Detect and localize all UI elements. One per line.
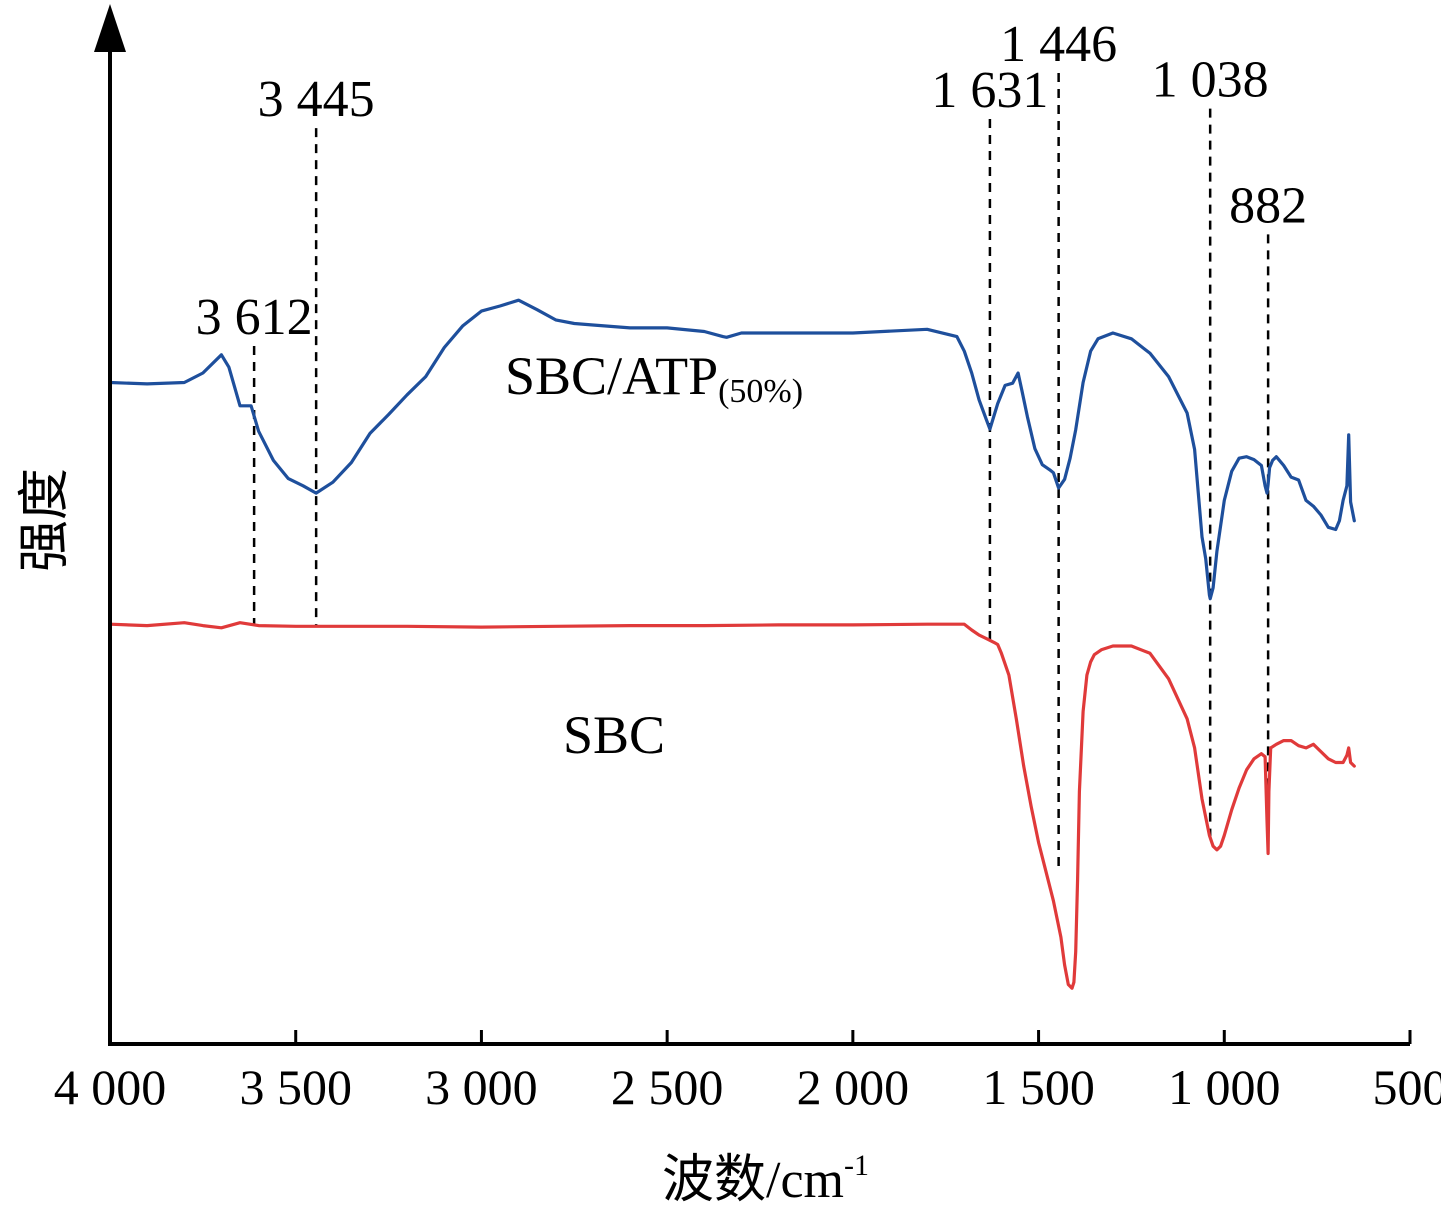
peak-label: 1 038 [1152, 52, 1269, 109]
x-axis-title: 波数/cm-1 [662, 1149, 869, 1209]
series-label-sbc-atp-sub: (50%) [718, 373, 803, 410]
peak-label: 3 612 [196, 289, 313, 346]
x-tick-label: 2 000 [797, 1059, 910, 1115]
y-axis-arrow-icon [94, 4, 126, 52]
x-axis-title-sup: -1 [844, 1149, 869, 1182]
series-label-sbc: SBC [563, 705, 665, 765]
series-line-sbc-atp [108, 298, 1356, 601]
series-line-sbc [108, 621, 1356, 990]
x-tick-label: 3 000 [425, 1059, 538, 1115]
series-layer [108, 298, 1356, 990]
peak-label: 882 [1229, 177, 1307, 234]
x-tick-label: 3 500 [239, 1059, 352, 1115]
x-ticks: 4 000 3 500 3 000 2 500 2 000 1 500 1 000 500 [54, 1030, 1441, 1115]
y-axis-title: 强度 [17, 468, 74, 572]
peak-label: 3 445 [258, 71, 375, 128]
x-tick-label: 500 [1373, 1059, 1441, 1115]
peak-label: 1 631 [931, 62, 1048, 119]
x-tick-label: 1 500 [982, 1059, 1095, 1115]
x-tick-label: 4 000 [54, 1059, 167, 1115]
peak-marker-lines [252, 73, 1270, 867]
series-label-sbc-atp: SBC/ATP(50%) [505, 346, 803, 410]
peak-label: 1 446 [1000, 16, 1117, 73]
x-tick-label: 2 500 [611, 1059, 724, 1115]
axes [94, 4, 1410, 1046]
x-tick-label: 1 000 [1168, 1059, 1281, 1115]
